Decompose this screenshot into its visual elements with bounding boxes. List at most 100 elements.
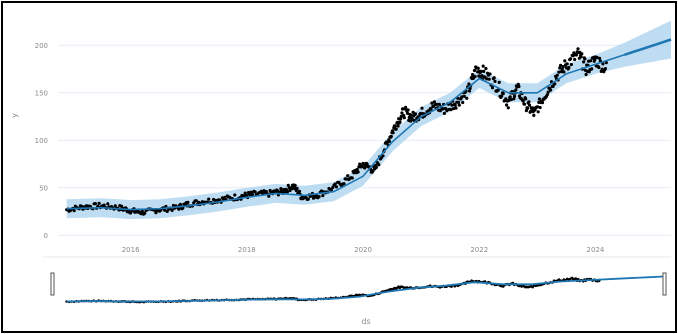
actual-data-point xyxy=(97,201,101,205)
actual-data-point xyxy=(355,167,359,172)
actual-data-point xyxy=(177,207,181,211)
actual-data-point xyxy=(488,72,492,76)
actual-data-point xyxy=(442,111,446,115)
actual-data-point xyxy=(559,63,563,67)
actual-data-point xyxy=(80,204,84,208)
actual-data-point xyxy=(496,88,500,92)
actual-data-point xyxy=(497,80,501,84)
actual-data-point xyxy=(545,93,549,97)
actual-data-point xyxy=(490,86,495,90)
actual-data-point xyxy=(398,120,402,124)
actual-data-point xyxy=(584,72,588,77)
actual-data-point xyxy=(485,77,489,81)
y-tick-label: 0 xyxy=(44,232,48,240)
range-slider-left-handle[interactable] xyxy=(50,272,55,296)
actual-data-point xyxy=(400,111,404,115)
actual-data-point xyxy=(387,139,391,143)
actual-data-point xyxy=(445,109,449,113)
actual-data-point xyxy=(405,111,410,115)
actual-data-point xyxy=(536,110,540,114)
actual-data-point xyxy=(569,62,574,67)
actual-data-point xyxy=(487,77,491,81)
actual-data-point xyxy=(512,94,517,98)
actual-data-point xyxy=(557,70,561,74)
x-tick-label: 2024 xyxy=(587,246,605,254)
actual-data-point xyxy=(429,107,433,111)
actual-data-point xyxy=(362,162,366,166)
range-slider-forecast-line xyxy=(66,275,665,303)
actual-data-point xyxy=(186,200,190,204)
actual-data-point xyxy=(526,106,530,110)
actual-data-point xyxy=(595,55,599,60)
actual-data-point xyxy=(407,115,411,120)
x-tick-label: 2022 xyxy=(470,246,488,254)
actual-data-point xyxy=(454,106,458,110)
x-tick-label: 2016 xyxy=(122,246,140,254)
actual-data-point xyxy=(119,204,124,208)
actual-data-point xyxy=(333,182,337,186)
x-tick-label: 2020 xyxy=(354,246,372,254)
y-tick-label: 100 xyxy=(35,137,48,145)
actual-data-point xyxy=(527,100,531,104)
actual-data-point xyxy=(598,56,602,61)
actual-data-point xyxy=(334,185,339,189)
actual-data-point xyxy=(536,105,540,109)
actual-data-point xyxy=(194,199,198,203)
actual-data-point xyxy=(603,67,608,71)
actual-data-point xyxy=(481,64,485,68)
actual-data-point xyxy=(563,59,567,63)
actual-data-point xyxy=(356,170,360,174)
actual-data-point xyxy=(394,127,398,131)
actual-data-point xyxy=(456,100,461,104)
actual-data-point xyxy=(350,176,354,180)
actual-data-point xyxy=(457,103,461,107)
actual-data-point xyxy=(437,102,441,106)
actual-data-point xyxy=(562,70,566,74)
x-tick-label: 2018 xyxy=(238,246,256,254)
y-tick-label: 50 xyxy=(39,184,48,192)
actual-data-point xyxy=(465,96,469,100)
actual-data-point xyxy=(267,194,271,198)
actual-data-point xyxy=(546,90,550,94)
range-slider-right-handle[interactable] xyxy=(662,272,667,296)
actual-data-point xyxy=(558,66,562,70)
actual-data-point xyxy=(521,99,525,103)
actual-data-point xyxy=(565,62,569,66)
actual-data-point xyxy=(319,189,324,193)
actual-data-point xyxy=(399,117,403,121)
actual-data-point xyxy=(163,208,167,212)
actual-data-point xyxy=(432,100,436,104)
actual-data-point xyxy=(600,67,604,71)
actual-data-point xyxy=(285,190,290,194)
actual-data-point xyxy=(538,105,542,110)
actual-data-point xyxy=(462,94,466,98)
forecast-future-line xyxy=(624,38,672,57)
actual-data-point xyxy=(473,74,477,79)
actual-data-point xyxy=(460,95,464,99)
actual-data-point xyxy=(233,193,237,197)
actual-data-point xyxy=(178,202,182,207)
actual-data-point xyxy=(567,65,571,70)
actual-data-point xyxy=(143,211,147,215)
y-axis-title: y xyxy=(10,113,19,118)
actual-data-point xyxy=(555,73,559,77)
actual-data-point xyxy=(381,154,385,158)
actual-data-point xyxy=(297,189,302,193)
actual-data-point xyxy=(251,193,255,197)
actual-data-point xyxy=(106,202,110,206)
actual-data-point xyxy=(479,69,483,73)
actual-data-point xyxy=(449,108,453,112)
actual-data-point xyxy=(212,197,216,202)
actual-data-point xyxy=(579,55,583,59)
actual-data-point xyxy=(508,95,512,99)
actual-data-point xyxy=(532,113,536,117)
actual-data-point xyxy=(293,183,297,188)
actual-data-point xyxy=(441,107,445,111)
actual-data-point xyxy=(461,100,465,105)
actual-data-point xyxy=(377,163,381,167)
actual-data-point xyxy=(509,97,513,102)
actual-data-point xyxy=(601,62,605,66)
actual-data-point xyxy=(580,52,584,56)
actual-data-point xyxy=(413,112,418,116)
actual-data-point xyxy=(113,204,117,208)
